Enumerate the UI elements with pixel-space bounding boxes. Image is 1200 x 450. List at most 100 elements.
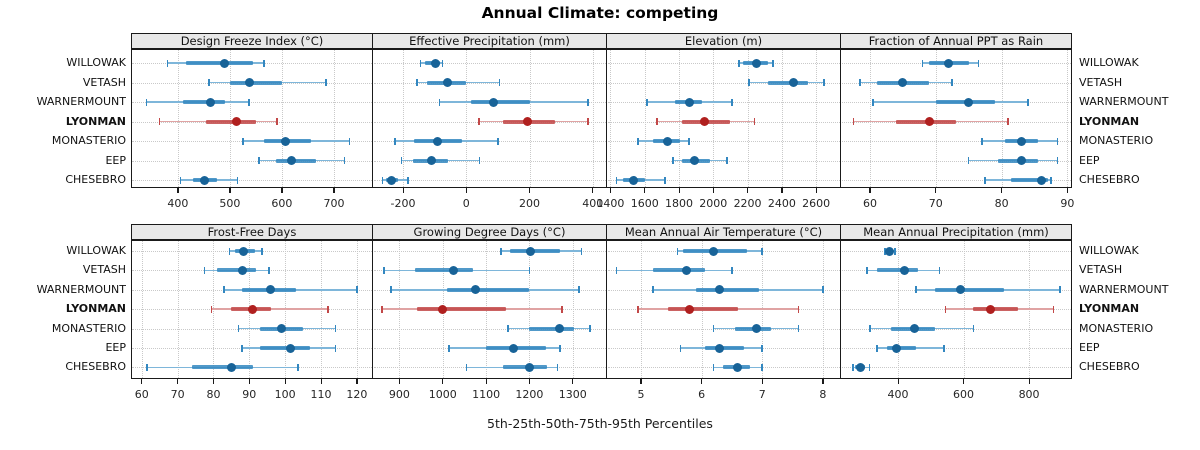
whisker-cap-low [438, 98, 441, 106]
axis-tick-label: 80 [206, 388, 221, 401]
whisker-cap-high [325, 79, 327, 86]
axis-tick-label: 80 [994, 197, 1009, 210]
whisker-cap-low [145, 98, 148, 106]
axis-tick-label: 70 [928, 197, 943, 210]
axis-tick [609, 188, 612, 193]
whisker-cap-high [578, 286, 581, 294]
site-label-right: MONASTERIO [1079, 321, 1154, 335]
axis-tick-label: 400 [887, 388, 909, 401]
site-label-left: WARNERMOUNT [36, 95, 126, 108]
axis-tick-label: 600 [271, 197, 293, 210]
panel-strip-design-freeze-index-c-: Design Freeze Index (°C) [131, 33, 373, 49]
whisker-cap-low [679, 344, 682, 352]
interquartile-bar [887, 346, 917, 350]
gridline-vertical [644, 50, 646, 187]
site-label-left: MONASTERIO [51, 321, 126, 335]
axis-tick-label: 60 [862, 197, 877, 210]
site-label-right: MONASTERIO [1079, 134, 1154, 147]
whisker-cap-low [655, 118, 658, 125]
axis-tick-label: 7 [758, 388, 766, 401]
site-label-left: EEP [105, 153, 126, 167]
axis-tick [761, 379, 763, 384]
whisker-cap-high [951, 79, 954, 86]
whisker-cap-low [676, 247, 679, 255]
median-dot [433, 136, 443, 146]
median-dot [751, 324, 761, 334]
axis-tick [815, 188, 817, 193]
whisker-cap-low [944, 305, 947, 313]
whisker-cap-high [587, 118, 589, 125]
whisker-cap-high [498, 79, 501, 86]
site-label-left: CHESEBRO [65, 360, 126, 374]
whisker-cap-low [869, 325, 871, 333]
axis-tick [897, 379, 899, 384]
site-label-left: WILLOWAK [66, 244, 126, 257]
median-dot [231, 117, 241, 126]
interquartile-bar [695, 287, 760, 292]
gridline-horizontal [842, 270, 1071, 272]
median-dot [220, 58, 230, 68]
median-dot [200, 175, 210, 185]
gridline-vertical [1067, 50, 1069, 187]
axis-tick [701, 379, 703, 384]
median-dot [508, 343, 518, 353]
interquartile-bar [973, 307, 1018, 312]
whisker-cap-high [587, 98, 589, 106]
site-label-left: WILLOWAK [66, 56, 126, 69]
gridline-vertical [935, 50, 937, 187]
median-dot [684, 304, 694, 314]
gridline-vertical [466, 50, 468, 187]
gridline-vertical [713, 50, 715, 187]
median-dot [488, 97, 498, 107]
median-dot [286, 156, 296, 165]
chart-title: Annual Climate: competing [481, 4, 719, 22]
whisker-cap-high [772, 59, 775, 67]
axis-tick-label: 400 [582, 197, 604, 210]
whisker-cap-low [237, 325, 240, 333]
whisker-cap-low [258, 157, 260, 164]
site-label-right: CHESEBRO [1079, 173, 1140, 186]
median-dot [700, 117, 710, 126]
gridline-vertical [1001, 50, 1003, 187]
axis-tick [678, 188, 680, 193]
gridline-horizontal [374, 251, 606, 252]
median-dot [944, 58, 954, 68]
axis-tick-label: 2600 [802, 197, 831, 210]
median-dot [442, 78, 452, 87]
gridline-vertical [229, 50, 231, 187]
axis-tick-label: 200 [519, 197, 541, 210]
gridline-vertical [592, 50, 594, 187]
whisker-cap-low [637, 305, 639, 313]
gridline-horizontal [842, 141, 1071, 142]
site-label-right: LYONMAN [1079, 114, 1140, 128]
gridline-horizontal [842, 82, 1071, 84]
whisker-cap-high [664, 176, 667, 184]
whisker-cap-low [146, 363, 148, 371]
gridline-horizontal [374, 328, 606, 330]
site-label-left: VETASH [82, 75, 126, 89]
panel-strip-mean-annual-precipitation-mm-: Mean Annual Precipitation (mm) [840, 224, 1072, 240]
interquartile-bar [877, 268, 918, 273]
interquartile-bar [416, 307, 506, 312]
interquartile-bar [229, 80, 282, 85]
axis-tick-label: 1400 [596, 197, 625, 210]
whisker-cap-low [852, 363, 854, 371]
axis-tick-label: 70 [170, 388, 185, 401]
whisker-cap-high [1007, 118, 1009, 125]
axis-tick [644, 188, 646, 193]
whisker-cap-high [1027, 98, 1029, 106]
whisker-cap-high [1056, 137, 1059, 145]
whisker-cap-low [208, 79, 210, 86]
site-label-right: EEP [1079, 341, 1100, 354]
whisker-cap-high [296, 363, 299, 371]
median-dot [856, 362, 866, 372]
interquartile-bar [653, 268, 705, 273]
axis-tick-label: 6 [698, 388, 706, 401]
site-label-left: WARNERMOUNT [36, 282, 126, 296]
gridline-vertical [610, 50, 612, 187]
axis-tick [229, 188, 231, 193]
whisker-cap-high [343, 157, 346, 164]
axis-tick-label: 800 [1018, 388, 1040, 401]
interquartile-bar [206, 119, 256, 124]
whisker-cap-low [203, 266, 206, 274]
